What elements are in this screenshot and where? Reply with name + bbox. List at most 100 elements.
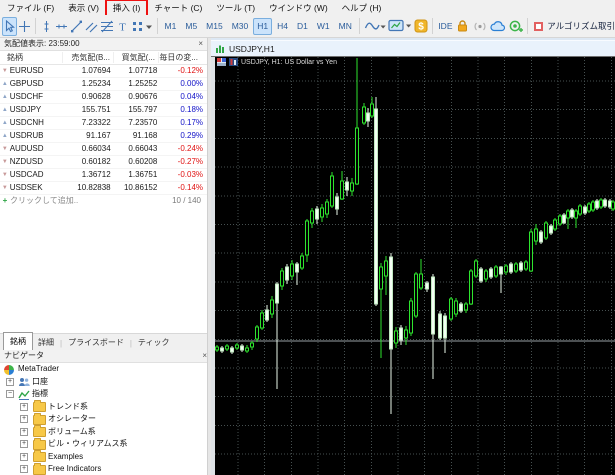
ask-value: 7.23570 — [128, 118, 158, 127]
tree-item-Examples[interactable]: + Examples — [0, 450, 207, 464]
expand-icon[interactable]: + — [20, 452, 28, 461]
market-watch-row-EURUSD[interactable]: ▼ EURUSD 1.07694 1.07718 -0.12% — [0, 65, 207, 78]
daily-change-value: 0.17% — [180, 118, 204, 127]
tab-詳細[interactable]: 詳細 — [38, 338, 54, 347]
tree-item-metatrader[interactable]: MetaTrader — [0, 363, 207, 376]
tree-item-label: ビル・ウィリアムス系 — [48, 439, 128, 448]
menu-file[interactable]: ファイル (F) — [7, 2, 55, 13]
community-icon[interactable] — [507, 17, 524, 36]
market-watch-row-GBPUSD[interactable]: ▲ GBPUSD 1.25234 1.25252 0.00% — [0, 78, 207, 91]
symbol-counter: 10 / 140 — [172, 196, 201, 205]
tick-direction-icon: ▲ — [1, 133, 8, 139]
expand-icon[interactable]: + — [6, 377, 14, 386]
market-watch-add-row[interactable]: + クリックして追加.. 10 / 140 — [0, 195, 207, 207]
symbol-name: EURUSD — [9, 66, 44, 75]
expand-icon[interactable]: + — [20, 427, 28, 436]
tick-direction-icon: ▼ — [1, 185, 8, 191]
market-watch-row-USDCAD[interactable]: ▼ USDCAD 1.36712 1.36751 -0.03% — [0, 169, 207, 182]
tree-item-口座[interactable]: + 口座 — [0, 376, 207, 389]
timeframe-H1[interactable]: H1 — [253, 17, 273, 35]
ide-button[interactable]: IDE — [438, 21, 453, 31]
channel-tool-button[interactable] — [84, 17, 99, 36]
tab-プライスボード[interactable]: プライスボード — [68, 338, 124, 347]
timeframe-M1[interactable]: M1 — [164, 21, 177, 31]
tick-direction-icon: ▼ — [1, 68, 8, 74]
menu-bar: ファイル (F) 表示 (V) 挿入 (I) チャート (C) ツール (T) ウインドウ… — [0, 0, 615, 17]
menu-help[interactable]: ヘルプ (H) — [341, 2, 382, 13]
folder-icon — [33, 425, 46, 437]
tree-item-label: Free Indicators — [48, 464, 102, 473]
market-watch-rows: ▼ EURUSD 1.07694 1.07718 -0.12% ▲ GBPUSD 1.2523… — [0, 65, 207, 195]
bid-value: 1.36712 — [81, 170, 111, 179]
column-change[interactable]: 毎日の変... — [158, 52, 202, 63]
tree-item-ボリューム系[interactable]: + ボリューム系 — [0, 425, 207, 439]
cloud-icon[interactable] — [489, 17, 507, 36]
tab-ティック[interactable]: ティック — [137, 338, 170, 347]
timeframe-M15[interactable]: M15 — [206, 21, 223, 31]
close-icon[interactable]: × — [198, 39, 203, 48]
expand-icon[interactable]: + — [20, 415, 28, 423]
tree-item-トレンド系[interactable]: + トレンド系 — [0, 400, 207, 414]
chart-windows-button[interactable] — [387, 17, 413, 36]
trendline-tool-button[interactable] — [69, 17, 84, 36]
market-dollar-button[interactable]: $ — [413, 17, 429, 36]
vertical-line-tool-button[interactable] — [39, 17, 54, 36]
timeframe-D1[interactable]: D1 — [297, 21, 308, 31]
market-watch-row-USDJPY[interactable]: ▲ USDJPY 155.751 155.797 0.18% — [0, 104, 207, 117]
toolbar-separator — [35, 18, 36, 34]
timeframe-M30[interactable]: M30 — [231, 21, 249, 31]
column-bid[interactable]: 売気配(B... — [62, 52, 113, 63]
cursor-tool-button[interactable] — [2, 16, 18, 36]
column-symbol[interactable]: 銘柄 — [7, 53, 23, 62]
timeframe-M5[interactable]: M5 — [185, 21, 198, 31]
daily-change-value: 0.04% — [180, 92, 204, 101]
symbol-name: USDCAD — [9, 170, 44, 179]
lock-icon[interactable] — [455, 17, 470, 36]
ask-value: 1.07718 — [128, 66, 158, 75]
market-watch-row-USDRUB[interactable]: ▲ USDRUB 91.167 91.168 0.29% — [0, 130, 207, 143]
horizontal-line-tool-button[interactable] — [54, 17, 69, 36]
menu-view[interactable]: 表示 (V) — [68, 2, 99, 13]
crosshair-tool-button[interactable] — [17, 17, 32, 36]
expand-icon[interactable]: + — [20, 440, 28, 448]
market-watch-row-USDCNH[interactable]: ▲ USDCNH 7.23322 7.23570 0.17% — [0, 117, 207, 130]
logo-icon — [4, 364, 14, 375]
text-tool-button[interactable]: T — [115, 17, 130, 36]
fibonacci-tool-button[interactable] — [99, 17, 115, 36]
menu-insert[interactable]: 挿入 (I) — [104, 0, 149, 17]
tree-item-Free Indicators[interactable]: + Free Indicators — [0, 462, 207, 475]
metatrader-logo-icon — [4, 364, 14, 375]
chart-window-icon — [215, 44, 225, 54]
market-watch-row-NZDUSD[interactable]: ▼ NZDUSD 0.60182 0.60208 -0.27% — [0, 156, 207, 169]
tree-item-指標[interactable]: − 指標 — [0, 388, 207, 401]
tab-銘柄[interactable]: 銘柄 — [3, 332, 33, 350]
shapes-tool-button[interactable] — [130, 17, 154, 36]
ask-value: 0.90676 — [128, 92, 158, 101]
timeframe-MN[interactable]: MN — [338, 21, 352, 31]
menu-window[interactable]: ウインドウ (W) — [269, 2, 328, 13]
panel-splitter[interactable] — [207, 38, 211, 475]
chart-window-titlebar[interactable]: USDJPY,H1 — [211, 40, 615, 57]
timeframe-H4[interactable]: H4 — [277, 21, 289, 31]
tree-item-オシレーター[interactable]: + オシレーター — [0, 412, 207, 426]
indicators-list-button[interactable] — [363, 17, 387, 36]
expand-icon[interactable]: + — [20, 465, 28, 473]
toolbar: T M1 M5 M15 M30 H1 H4 D1 W1 MN $ IDE — [0, 15, 615, 38]
tree-item-label: トレンド系 — [48, 401, 88, 411]
close-icon[interactable]: × — [202, 351, 207, 360]
menu-chart[interactable]: チャート (C) — [154, 2, 203, 13]
timeframe-W1[interactable]: W1 — [316, 21, 330, 31]
expand-icon[interactable]: + — [20, 402, 28, 411]
market-watch-row-USDCHF[interactable]: ▲ USDCHF 0.90628 0.90676 0.04% — [0, 91, 207, 104]
tree-item-ビル・ウィリアムス系[interactable]: + ビル・ウィリアムス系 — [0, 437, 207, 451]
algo-trading-toggle[interactable]: アルゴリズム取引 — [534, 20, 615, 32]
market-watch-row-AUDUSD[interactable]: ▼ AUDUSD 0.66034 0.66043 -0.24% — [0, 143, 207, 156]
column-ask[interactable]: 買気配(... — [113, 52, 158, 63]
chart-canvas[interactable]: USDJPY, H1: US Dollar vs Yen — [211, 56, 615, 475]
menu-tools[interactable]: ツール (T) — [216, 2, 256, 13]
folder-icon — [33, 400, 46, 412]
collapse-icon[interactable]: − — [6, 390, 14, 398]
signal-icon[interactable] — [471, 17, 489, 36]
market-watch-row-USDSEK[interactable]: ▼ USDSEK 10.82838 10.86152 -0.14% — [0, 182, 207, 195]
